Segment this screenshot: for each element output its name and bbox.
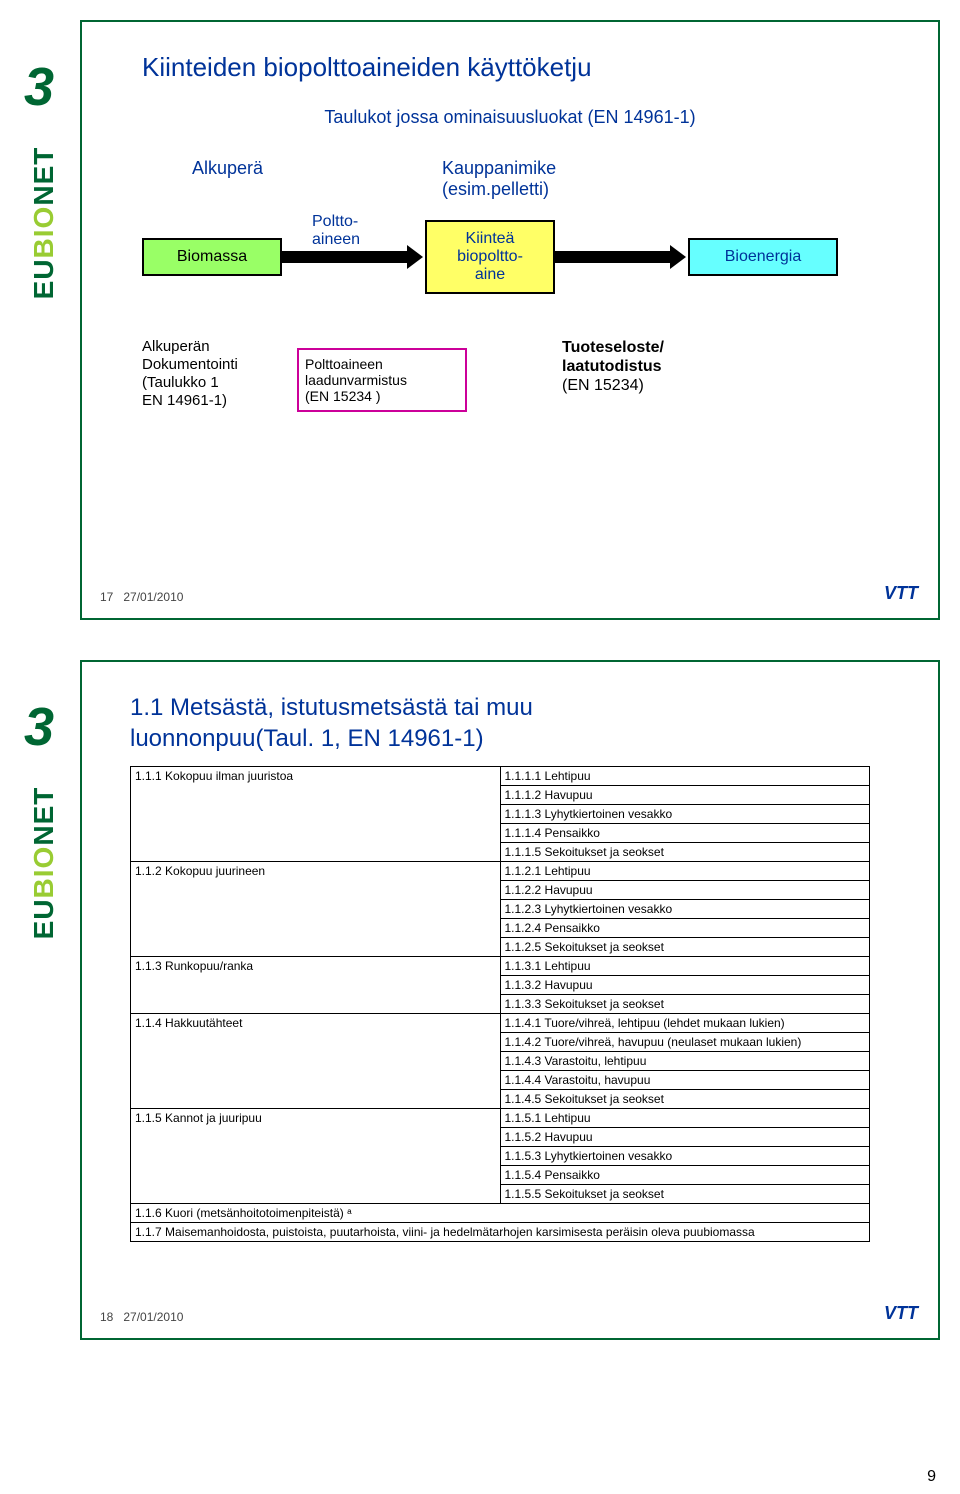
table-cell-right: 1.1.3.1 Lehtipuu: [500, 957, 870, 976]
label-alkupera: Alkuperä: [192, 158, 263, 179]
table-cell-right: 1.1.5.3 Lyhytkiertoinen vesakko: [500, 1147, 870, 1166]
slide1-title: Kiinteiden biopolttoaineiden käyttöketju: [142, 52, 908, 83]
slide-1: EUBIONET 3 Kiinteiden biopolttoaineiden …: [80, 20, 940, 620]
label-kauppanimike: Kauppanimike (esim.pelletti): [442, 158, 556, 200]
table-cell-right: 1.1.5.2 Havupuu: [500, 1128, 870, 1147]
table-cell-right: 1.1.1.3 Lyhytkiertoinen vesakko: [500, 805, 870, 824]
table-cell-left: 1.1.1 Kokopuu ilman juuristoa: [131, 767, 501, 862]
label-lower-left: Alkuperän Dokumentointi (Taulukko 1 EN 1…: [142, 338, 238, 410]
table-cell-right: 1.1.1.4 Pensaikko: [500, 824, 870, 843]
vtt-logo-1: VTT: [884, 583, 918, 604]
flow-diagram: Alkuperä Kauppanimike (esim.pelletti) Bi…: [142, 158, 908, 498]
table-cell-right: 1.1.4.1 Tuore/vihreä, lehtipuu (lehdet m…: [500, 1014, 870, 1033]
table-cell-right: 1.1.1.1 Lehtipuu: [500, 767, 870, 786]
table-cell-left: 1.1.3 Runkopuu/ranka: [131, 957, 501, 1014]
table-cell-span: 1.1.7 Maisemanhoidosta, puistoista, puut…: [131, 1223, 870, 1242]
table-cell-left: 1.1.4 Hakkuutähteet: [131, 1014, 501, 1109]
table-cell-right: 1.1.2.4 Pensaikko: [500, 919, 870, 938]
slide2-title: 1.1 Metsästä, istutusmetsästä tai muu lu…: [130, 692, 908, 754]
logo-suffix: 3: [24, 56, 54, 118]
box-bioenergia: Bioenergia: [688, 238, 838, 276]
table-cell-right: 1.1.5.1 Lehtipuu: [500, 1109, 870, 1128]
slide1-footer: 17 27/01/2010: [100, 590, 183, 604]
table-cell-right: 1.1.2.5 Sekoitukset ja seokset: [500, 938, 870, 957]
table-cell-right: 1.1.4.2 Tuore/vihreä, havupuu (neulaset …: [500, 1033, 870, 1052]
table-cell-right: 1.1.2.2 Havupuu: [500, 881, 870, 900]
table-cell-right: 1.1.4.5 Sekoitukset ja seokset: [500, 1090, 870, 1109]
slide2-footer: 18 27/01/2010: [100, 1310, 183, 1324]
vtt-logo-2: VTT: [884, 1303, 918, 1324]
box-kiintea: Kiinteä biopoltto- aine: [425, 220, 555, 294]
arrow-2-head: [670, 245, 686, 269]
table-cell-right: 1.1.3.2 Havupuu: [500, 976, 870, 995]
box-lower-mid: Polttoaineen laadunvarmistus (EN 15234 ): [297, 348, 467, 412]
arrow-1-shaft: [282, 251, 407, 263]
slide1-subtitle: Taulukot jossa ominaisuusluokat (EN 1496…: [112, 107, 908, 128]
eubionet-logo: EUBIONET 3: [14, 62, 74, 382]
table-cell-right: 1.1.4.4 Varastoitu, havupuu: [500, 1071, 870, 1090]
eubionet-logo-2: EUBIONET 3: [14, 702, 74, 1022]
table-cell-right: 1.1.4.3 Varastoitu, lehtipuu: [500, 1052, 870, 1071]
table-cell-right: 1.1.3.3 Sekoitukset ja seokset: [500, 995, 870, 1014]
arrow-2-shaft: [555, 251, 670, 263]
arrow-1-head: [407, 245, 423, 269]
table-cell-right: 1.1.1.2 Havupuu: [500, 786, 870, 805]
slide-2: EUBIONET 3 1.1 Metsästä, istutusmetsästä…: [80, 660, 940, 1340]
box-biomassa: Biomassa: [142, 238, 282, 276]
table-cell-left: 1.1.5 Kannot ja juuripuu: [131, 1109, 501, 1204]
page-number: 9: [927, 1468, 936, 1486]
table-cell-right: 1.1.5.5 Sekoitukset ja seokset: [500, 1185, 870, 1204]
logo-eu: EU: [28, 258, 59, 299]
table-cell-right: 1.1.2.1 Lehtipuu: [500, 862, 870, 881]
table-cell-span: 1.1.6 Kuori (metsänhoitotoimenpiteistä) …: [131, 1204, 870, 1223]
logo-net: NET: [28, 147, 59, 206]
label-lower-right: Tuoteseloste/ laatutodistus (EN 15234): [562, 338, 664, 396]
table-cell-right: 1.1.1.5 Sekoitukset ja seokset: [500, 843, 870, 862]
logo-bio: BIO: [28, 206, 59, 259]
classification-table: 1.1.1 Kokopuu ilman juuristoa1.1.1.1 Leh…: [130, 766, 870, 1242]
table-cell-right: 1.1.2.3 Lyhytkiertoinen vesakko: [500, 900, 870, 919]
table-cell-right: 1.1.5.4 Pensaikko: [500, 1166, 870, 1185]
table-cell-left: 1.1.2 Kokopuu juurineen: [131, 862, 501, 957]
